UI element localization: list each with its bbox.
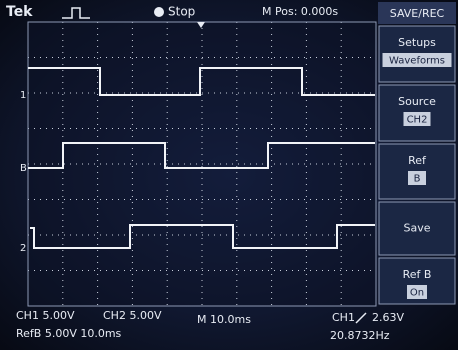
status: Stop	[168, 5, 195, 19]
frequency: 20.8732Hz	[330, 329, 390, 342]
m-pos: M Pos: 0.000s	[262, 5, 338, 18]
ch1-scale: CH1 5.00V	[16, 309, 75, 322]
oscilloscope-screen: Tek Stop M Pos: 0.000s 1 B 2 SAVE/REC Se…	[0, 0, 458, 350]
menu-value: Waveforms	[389, 56, 445, 67]
menu-value: CH2	[407, 115, 428, 126]
channel-marker: 1	[20, 90, 26, 101]
menu-title: SAVE/REC	[390, 7, 445, 20]
menu-label: Save	[403, 222, 430, 235]
menu-value: On	[410, 288, 424, 299]
channel-marker: 2	[20, 243, 26, 254]
menu-label: Source	[398, 95, 436, 108]
timebase: M 10.0ms	[197, 313, 251, 326]
menu: Setups Waveforms Source CH2 Ref B Save Ref B On	[379, 26, 455, 304]
brand: Tek	[6, 4, 33, 20]
menu-value: B	[414, 174, 421, 185]
stop-indicator	[154, 7, 164, 17]
ch2-scale: CH2 5.00V	[103, 309, 162, 322]
menu-label: Ref	[408, 154, 427, 167]
channel-marker: B	[20, 163, 27, 174]
menu-label: Setups	[398, 36, 436, 49]
trigger-source: CH1	[332, 311, 355, 324]
refb-scale: RefB 5.00V 10.0ms	[16, 327, 122, 340]
trigger-level: 2.63V	[372, 311, 404, 324]
menu-label: Ref B	[403, 268, 432, 281]
